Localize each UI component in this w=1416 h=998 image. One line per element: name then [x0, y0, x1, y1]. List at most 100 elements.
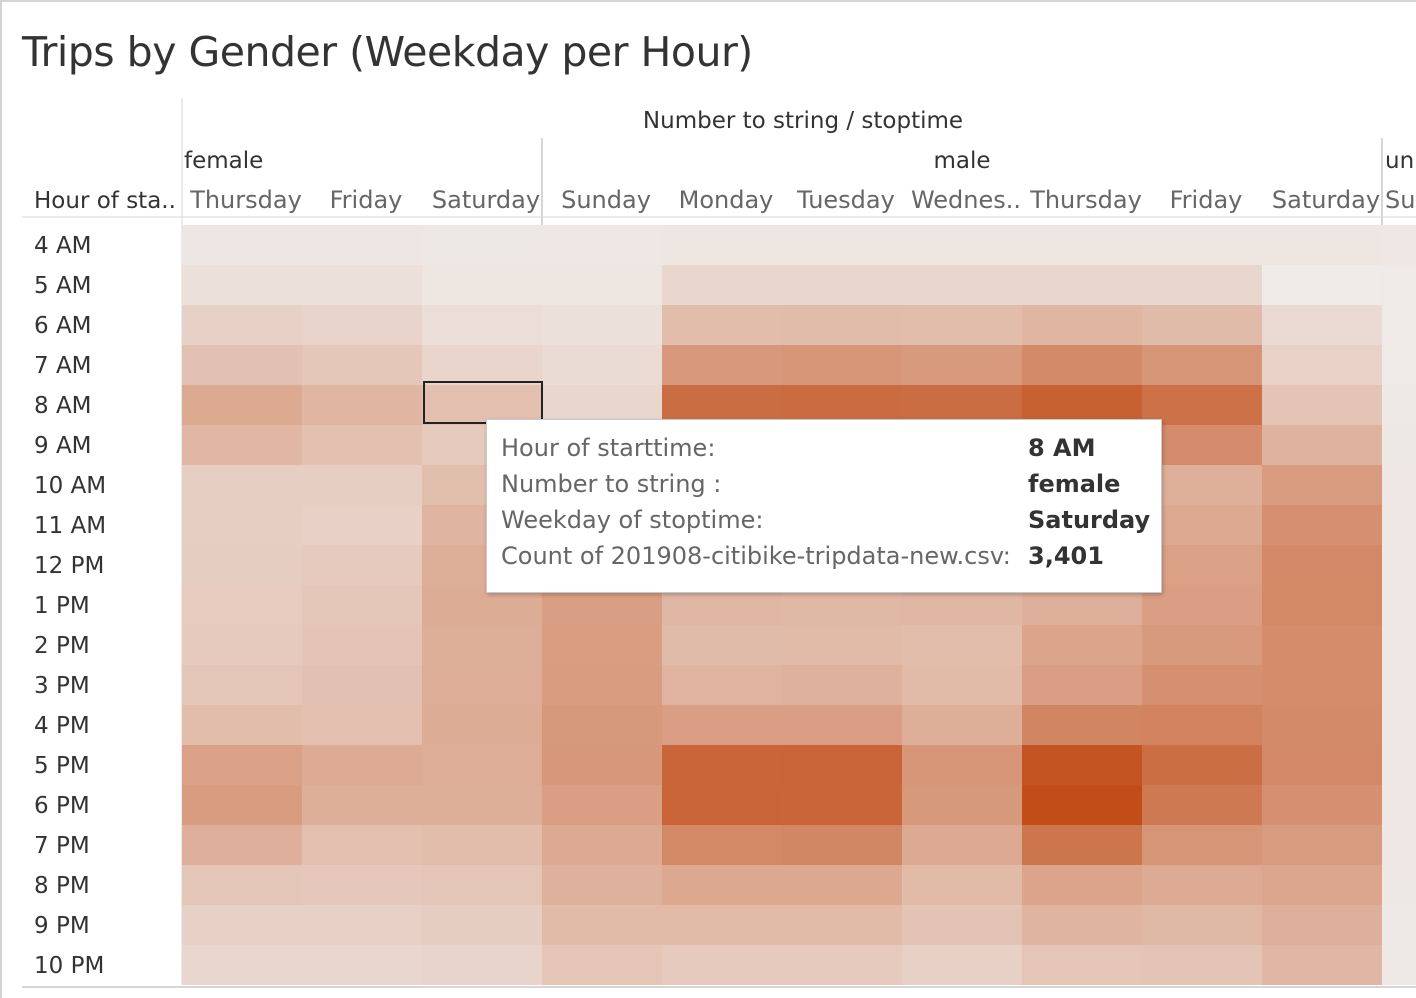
heatmap-cell[interactable]: [302, 385, 422, 425]
heatmap-cell[interactable]: [302, 625, 422, 665]
heatmap-cell[interactable]: [1022, 665, 1142, 705]
heatmap-cell[interactable]: [782, 865, 902, 905]
heatmap-cell[interactable]: [422, 825, 542, 865]
heatmap-cell[interactable]: [1262, 225, 1382, 265]
heatmap-cell[interactable]: [1382, 385, 1416, 425]
heatmap-cell[interactable]: [1142, 865, 1262, 905]
heatmap-cell[interactable]: [1262, 745, 1382, 785]
heatmap-cell[interactable]: [782, 905, 902, 945]
heatmap-cell[interactable]: [1382, 745, 1416, 785]
heatmap-cell[interactable]: [182, 785, 302, 825]
heatmap-cell[interactable]: [902, 345, 1022, 385]
heatmap-cell[interactable]: [542, 745, 662, 785]
heatmap-cell[interactable]: [542, 225, 662, 265]
heatmap-cell[interactable]: [422, 905, 542, 945]
heatmap-cell[interactable]: [1142, 665, 1262, 705]
heatmap-cell[interactable]: [182, 865, 302, 905]
heatmap-cell[interactable]: [1142, 385, 1262, 425]
heatmap-cell[interactable]: [1142, 465, 1262, 505]
heatmap-cell[interactable]: [542, 385, 662, 425]
heatmap-cell[interactable]: [182, 505, 302, 545]
heatmap-cell[interactable]: [302, 545, 422, 585]
heatmap-cell[interactable]: [542, 305, 662, 345]
heatmap-cell[interactable]: [1022, 745, 1142, 785]
heatmap-cell[interactable]: [902, 705, 1022, 745]
heatmap-cell[interactable]: [1262, 825, 1382, 865]
heatmap-cell[interactable]: [1142, 505, 1262, 545]
heatmap-cell[interactable]: [182, 945, 302, 985]
heatmap-cell[interactable]: [302, 945, 422, 985]
heatmap-cell[interactable]: [1142, 425, 1262, 465]
heatmap-cell[interactable]: [902, 745, 1022, 785]
heatmap-cell[interactable]: [1142, 345, 1262, 385]
heatmap-cell[interactable]: [902, 785, 1022, 825]
heatmap-cell[interactable]: [1382, 945, 1416, 985]
heatmap-cell[interactable]: [1262, 625, 1382, 665]
heatmap-cell[interactable]: [782, 665, 902, 705]
heatmap-cell[interactable]: [1142, 945, 1262, 985]
heatmap-cell[interactable]: [662, 825, 782, 865]
heatmap-cell[interactable]: [302, 785, 422, 825]
heatmap-cell[interactable]: [1142, 305, 1262, 345]
heatmap-cell[interactable]: [302, 305, 422, 345]
heatmap-cell[interactable]: [542, 625, 662, 665]
heatmap-cell[interactable]: [542, 825, 662, 865]
heatmap-cell[interactable]: [662, 265, 782, 305]
heatmap-cell[interactable]: [302, 465, 422, 505]
heatmap-cell[interactable]: [1382, 505, 1416, 545]
heatmap-cell[interactable]: [302, 345, 422, 385]
heatmap-cell[interactable]: [182, 745, 302, 785]
heatmap-cell[interactable]: [1382, 585, 1416, 625]
heatmap-cell[interactable]: [662, 905, 782, 945]
heatmap-cell[interactable]: [182, 385, 302, 425]
heatmap-cell[interactable]: [1382, 345, 1416, 385]
heatmap-cell[interactable]: [182, 265, 302, 305]
heatmap-cell[interactable]: [1022, 265, 1142, 305]
heatmap-cell[interactable]: [1382, 865, 1416, 905]
heatmap-cell[interactable]: [422, 665, 542, 705]
heatmap-cell[interactable]: [542, 785, 662, 825]
heatmap-cell[interactable]: [662, 745, 782, 785]
heatmap-cell[interactable]: [902, 625, 1022, 665]
heatmap-cell[interactable]: [302, 425, 422, 465]
heatmap-cell[interactable]: [782, 385, 902, 425]
heatmap-cell[interactable]: [422, 705, 542, 745]
heatmap-cell[interactable]: [1142, 705, 1262, 745]
heatmap-cell[interactable]: [1022, 345, 1142, 385]
heatmap-cell[interactable]: [542, 265, 662, 305]
heatmap-cell[interactable]: [1022, 305, 1142, 345]
heatmap-cell[interactable]: [1262, 385, 1382, 425]
heatmap-cell[interactable]: [1382, 625, 1416, 665]
heatmap-cell[interactable]: [782, 705, 902, 745]
heatmap-cell[interactable]: [1382, 265, 1416, 305]
heatmap-cell[interactable]: [902, 225, 1022, 265]
heatmap-cell[interactable]: [1022, 825, 1142, 865]
heatmap-cell[interactable]: [902, 905, 1022, 945]
heatmap-cell[interactable]: [1262, 785, 1382, 825]
heatmap-cell[interactable]: [1142, 745, 1262, 785]
heatmap-cell[interactable]: [422, 305, 542, 345]
heatmap-cell[interactable]: [782, 225, 902, 265]
heatmap-cell[interactable]: [182, 665, 302, 705]
heatmap-cell[interactable]: [542, 905, 662, 945]
heatmap-cell[interactable]: [1142, 905, 1262, 945]
heatmap-cell[interactable]: [542, 665, 662, 705]
heatmap-cell[interactable]: [1142, 625, 1262, 665]
heatmap-cell[interactable]: [1022, 905, 1142, 945]
heatmap-cell[interactable]: [1142, 225, 1262, 265]
heatmap-cell[interactable]: [782, 745, 902, 785]
heatmap-cell[interactable]: [1142, 265, 1262, 305]
heatmap-cell[interactable]: [1382, 545, 1416, 585]
heatmap-cell[interactable]: [1142, 585, 1262, 625]
heatmap-cell[interactable]: [1142, 825, 1262, 865]
heatmap-cell[interactable]: [182, 825, 302, 865]
heatmap-cell[interactable]: [1382, 665, 1416, 705]
heatmap-cell[interactable]: [662, 705, 782, 745]
heatmap-cell[interactable]: [422, 785, 542, 825]
heatmap-cell[interactable]: [302, 585, 422, 625]
heatmap-cell[interactable]: [782, 305, 902, 345]
heatmap-cell[interactable]: [422, 945, 542, 985]
heatmap-cell[interactable]: [662, 945, 782, 985]
heatmap-cell[interactable]: [1382, 425, 1416, 465]
heatmap-cell[interactable]: [1262, 345, 1382, 385]
